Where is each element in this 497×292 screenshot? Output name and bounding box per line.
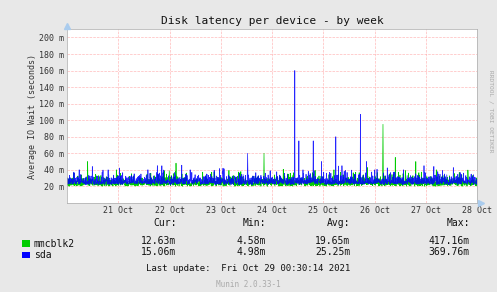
Text: Min:: Min: (243, 218, 266, 228)
Text: 12.63m: 12.63m (141, 236, 176, 246)
Text: 4.58m: 4.58m (237, 236, 266, 246)
Text: RRDTOOL / TOBI OETIKER: RRDTOOL / TOBI OETIKER (488, 70, 493, 152)
Text: mmcblk2: mmcblk2 (34, 239, 75, 249)
Text: Max:: Max: (446, 218, 470, 228)
Text: 15.06m: 15.06m (141, 247, 176, 257)
Text: 25.25m: 25.25m (315, 247, 350, 257)
Text: sda: sda (34, 250, 51, 260)
Text: Avg:: Avg: (327, 218, 350, 228)
Text: 19.65m: 19.65m (315, 236, 350, 246)
Text: Last update:  Fri Oct 29 00:30:14 2021: Last update: Fri Oct 29 00:30:14 2021 (147, 264, 350, 273)
Text: Cur:: Cur: (153, 218, 176, 228)
Y-axis label: Average IO Wait (seconds): Average IO Wait (seconds) (27, 53, 37, 179)
Text: Munin 2.0.33-1: Munin 2.0.33-1 (216, 280, 281, 289)
Title: Disk latency per device - by week: Disk latency per device - by week (161, 16, 384, 26)
Text: 369.76m: 369.76m (428, 247, 470, 257)
Text: 4.98m: 4.98m (237, 247, 266, 257)
Text: 417.16m: 417.16m (428, 236, 470, 246)
